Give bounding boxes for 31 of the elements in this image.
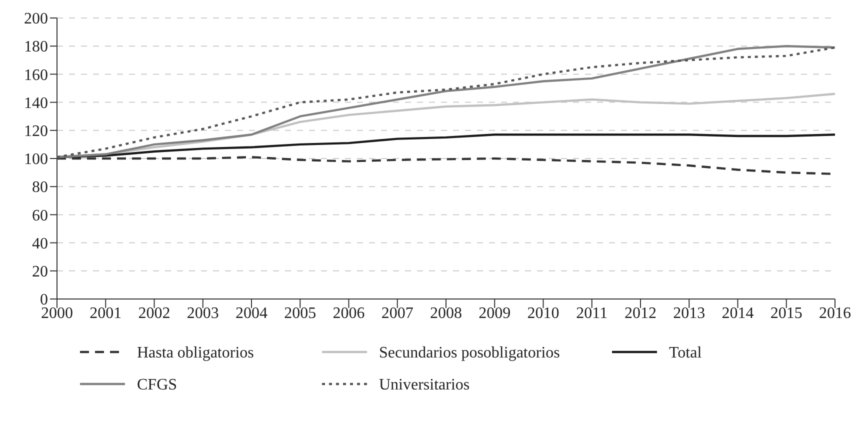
- y-tick-label: 180: [24, 38, 48, 56]
- legend-label: Universitarios: [379, 376, 470, 394]
- legend-label: Secundarios posobligatorios: [379, 344, 560, 362]
- y-tick-label: 200: [24, 10, 48, 28]
- x-tick-label: 2006: [332, 305, 365, 322]
- y-tick-label: 160: [24, 66, 48, 84]
- x-tick-label: 2010: [527, 305, 560, 322]
- x-tick-label: 2008: [430, 305, 462, 322]
- x-tick-label: 2005: [284, 305, 316, 322]
- legend-label: Hasta obligatorios: [137, 344, 254, 362]
- x-tick-label: 2007: [381, 305, 414, 322]
- x-tick-label: 2009: [478, 305, 511, 322]
- y-tick-label: 140: [24, 94, 48, 112]
- legend-label: Total: [669, 344, 702, 362]
- x-tick-label: 2012: [624, 305, 656, 322]
- y-tick-label: 60: [32, 207, 48, 224]
- y-tick-label: 40: [32, 235, 48, 252]
- x-tick-label: 2011: [576, 305, 608, 322]
- x-tick-label: 2003: [186, 305, 219, 322]
- x-tick-label: 2016: [819, 305, 851, 322]
- y-tick-label: 20: [32, 264, 48, 280]
- x-tick-label: 2002: [138, 305, 170, 322]
- legend-label: CFGS: [137, 376, 178, 394]
- x-tick-label: 2013: [673, 305, 706, 322]
- x-tick-label: 2004: [236, 305, 268, 322]
- x-tick-label: 2015: [770, 305, 802, 322]
- x-tick-label: 2001: [90, 305, 122, 322]
- y-tick-label: 80: [32, 179, 48, 196]
- y-tick-label: 100: [24, 151, 48, 168]
- x-tick-label: 2014: [722, 305, 754, 322]
- y-tick-label: 120: [24, 123, 48, 140]
